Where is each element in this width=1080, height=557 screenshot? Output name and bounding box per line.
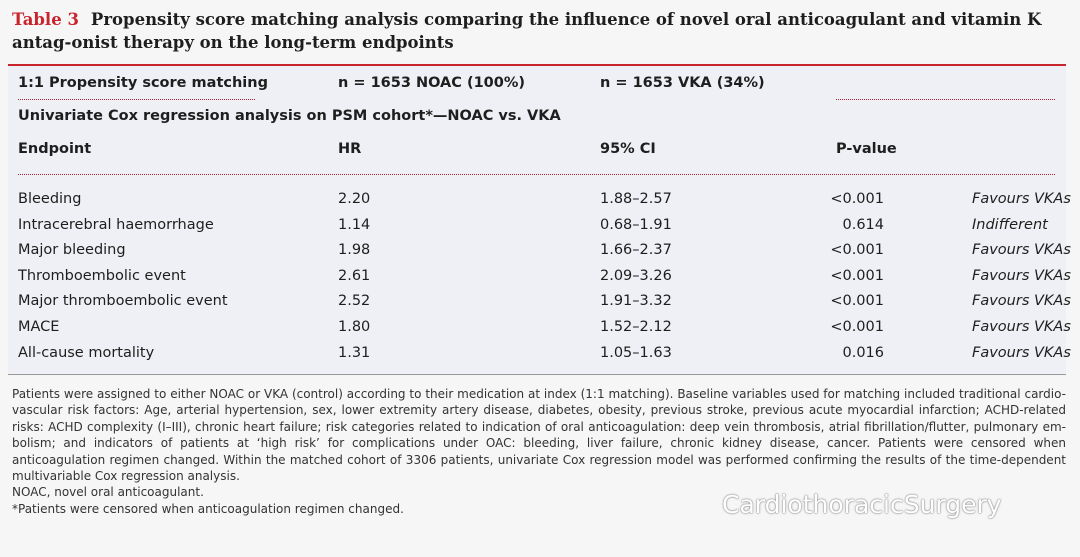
endpoint: MACE bbox=[18, 319, 60, 335]
ci-value: 0.68–1.91 bbox=[600, 216, 672, 233]
p-value: <0.001 bbox=[830, 293, 884, 310]
title-text: Propensity score matching analysis compa… bbox=[12, 10, 1042, 52]
ci-value: 1.88–2.57 bbox=[600, 191, 672, 207]
p-value: <0.001 bbox=[830, 242, 884, 259]
p-value: <0.001 bbox=[830, 191, 884, 207]
interpretation: Favours VKAs bbox=[972, 293, 1071, 310]
p-value: <0.001 bbox=[830, 319, 884, 335]
p-value: 0.614 bbox=[842, 216, 884, 233]
endpoint: Thromboembolic event bbox=[18, 267, 186, 284]
ci-value: 1.91–3.32 bbox=[600, 293, 672, 310]
footnote: Patients were assigned to either NOAC or… bbox=[12, 387, 1066, 484]
hr-value: 1.98 bbox=[338, 242, 371, 259]
footnotes: Patients were assigned to either NOAC or… bbox=[12, 386, 1066, 517]
column-header: P-value bbox=[836, 141, 897, 157]
matching-cell: n = 1653 NOAC (100%) bbox=[338, 75, 526, 91]
interpretation: Favours VKAs bbox=[972, 344, 1071, 361]
matching-cell: 1:1 Propensity score matching bbox=[18, 75, 268, 91]
endpoint: Intracerebral haemorrhage bbox=[18, 216, 214, 233]
dotted-rule bbox=[836, 99, 1055, 100]
hr-value: 2.20 bbox=[338, 191, 371, 207]
endpoint: Bleeding bbox=[18, 191, 82, 207]
column-header: HR bbox=[338, 141, 362, 157]
p-value: <0.001 bbox=[830, 267, 884, 284]
footnote: NOAC, novel oral anticoagulant. bbox=[12, 485, 204, 500]
column-header: 95% CI bbox=[600, 141, 656, 157]
dotted-rule bbox=[18, 174, 1055, 175]
interpretation: Favours VKAs bbox=[972, 242, 1071, 259]
ci-value: 1.05–1.63 bbox=[600, 344, 672, 361]
table-label: Table 3 bbox=[12, 10, 79, 29]
subheader: Univariate Cox regression analysis on PS… bbox=[18, 108, 561, 124]
interpretation: Favours VKAs bbox=[972, 319, 1071, 335]
interpretation: Favours VKAs bbox=[972, 267, 1071, 284]
watermark: CardiothoracicSurgery bbox=[722, 490, 1002, 519]
table-title: Table 3 Propensity score matching analysi… bbox=[12, 8, 1068, 54]
hr-value: 1.80 bbox=[338, 319, 371, 335]
column-header: Endpoint bbox=[18, 141, 92, 157]
ci-value: 1.52–2.12 bbox=[600, 319, 672, 335]
endpoint: All-cause mortality bbox=[18, 344, 155, 361]
hr-value: 2.52 bbox=[338, 293, 371, 310]
dotted-rule bbox=[18, 99, 255, 100]
endpoint: Major thromboembolic event bbox=[18, 293, 228, 310]
table: 1:1 Propensity score matching n = 1653 NO… bbox=[8, 64, 1071, 375]
endpoint: Major bleeding bbox=[18, 242, 126, 259]
hr-value: 1.31 bbox=[338, 344, 371, 361]
interpretation: Favours VKAs bbox=[972, 191, 1071, 207]
ci-value: 2.09–3.26 bbox=[600, 267, 672, 284]
hr-value: 1.14 bbox=[338, 216, 371, 233]
footnote: *Patients were censored when anticoagula… bbox=[12, 501, 404, 516]
interpretation: Indifferent bbox=[972, 216, 1048, 233]
hr-value: 2.61 bbox=[338, 267, 371, 284]
matching-cell: n = 1653 VKA (34%) bbox=[600, 75, 765, 91]
ci-value: 1.66–2.37 bbox=[600, 242, 672, 259]
p-value: 0.016 bbox=[842, 344, 884, 361]
